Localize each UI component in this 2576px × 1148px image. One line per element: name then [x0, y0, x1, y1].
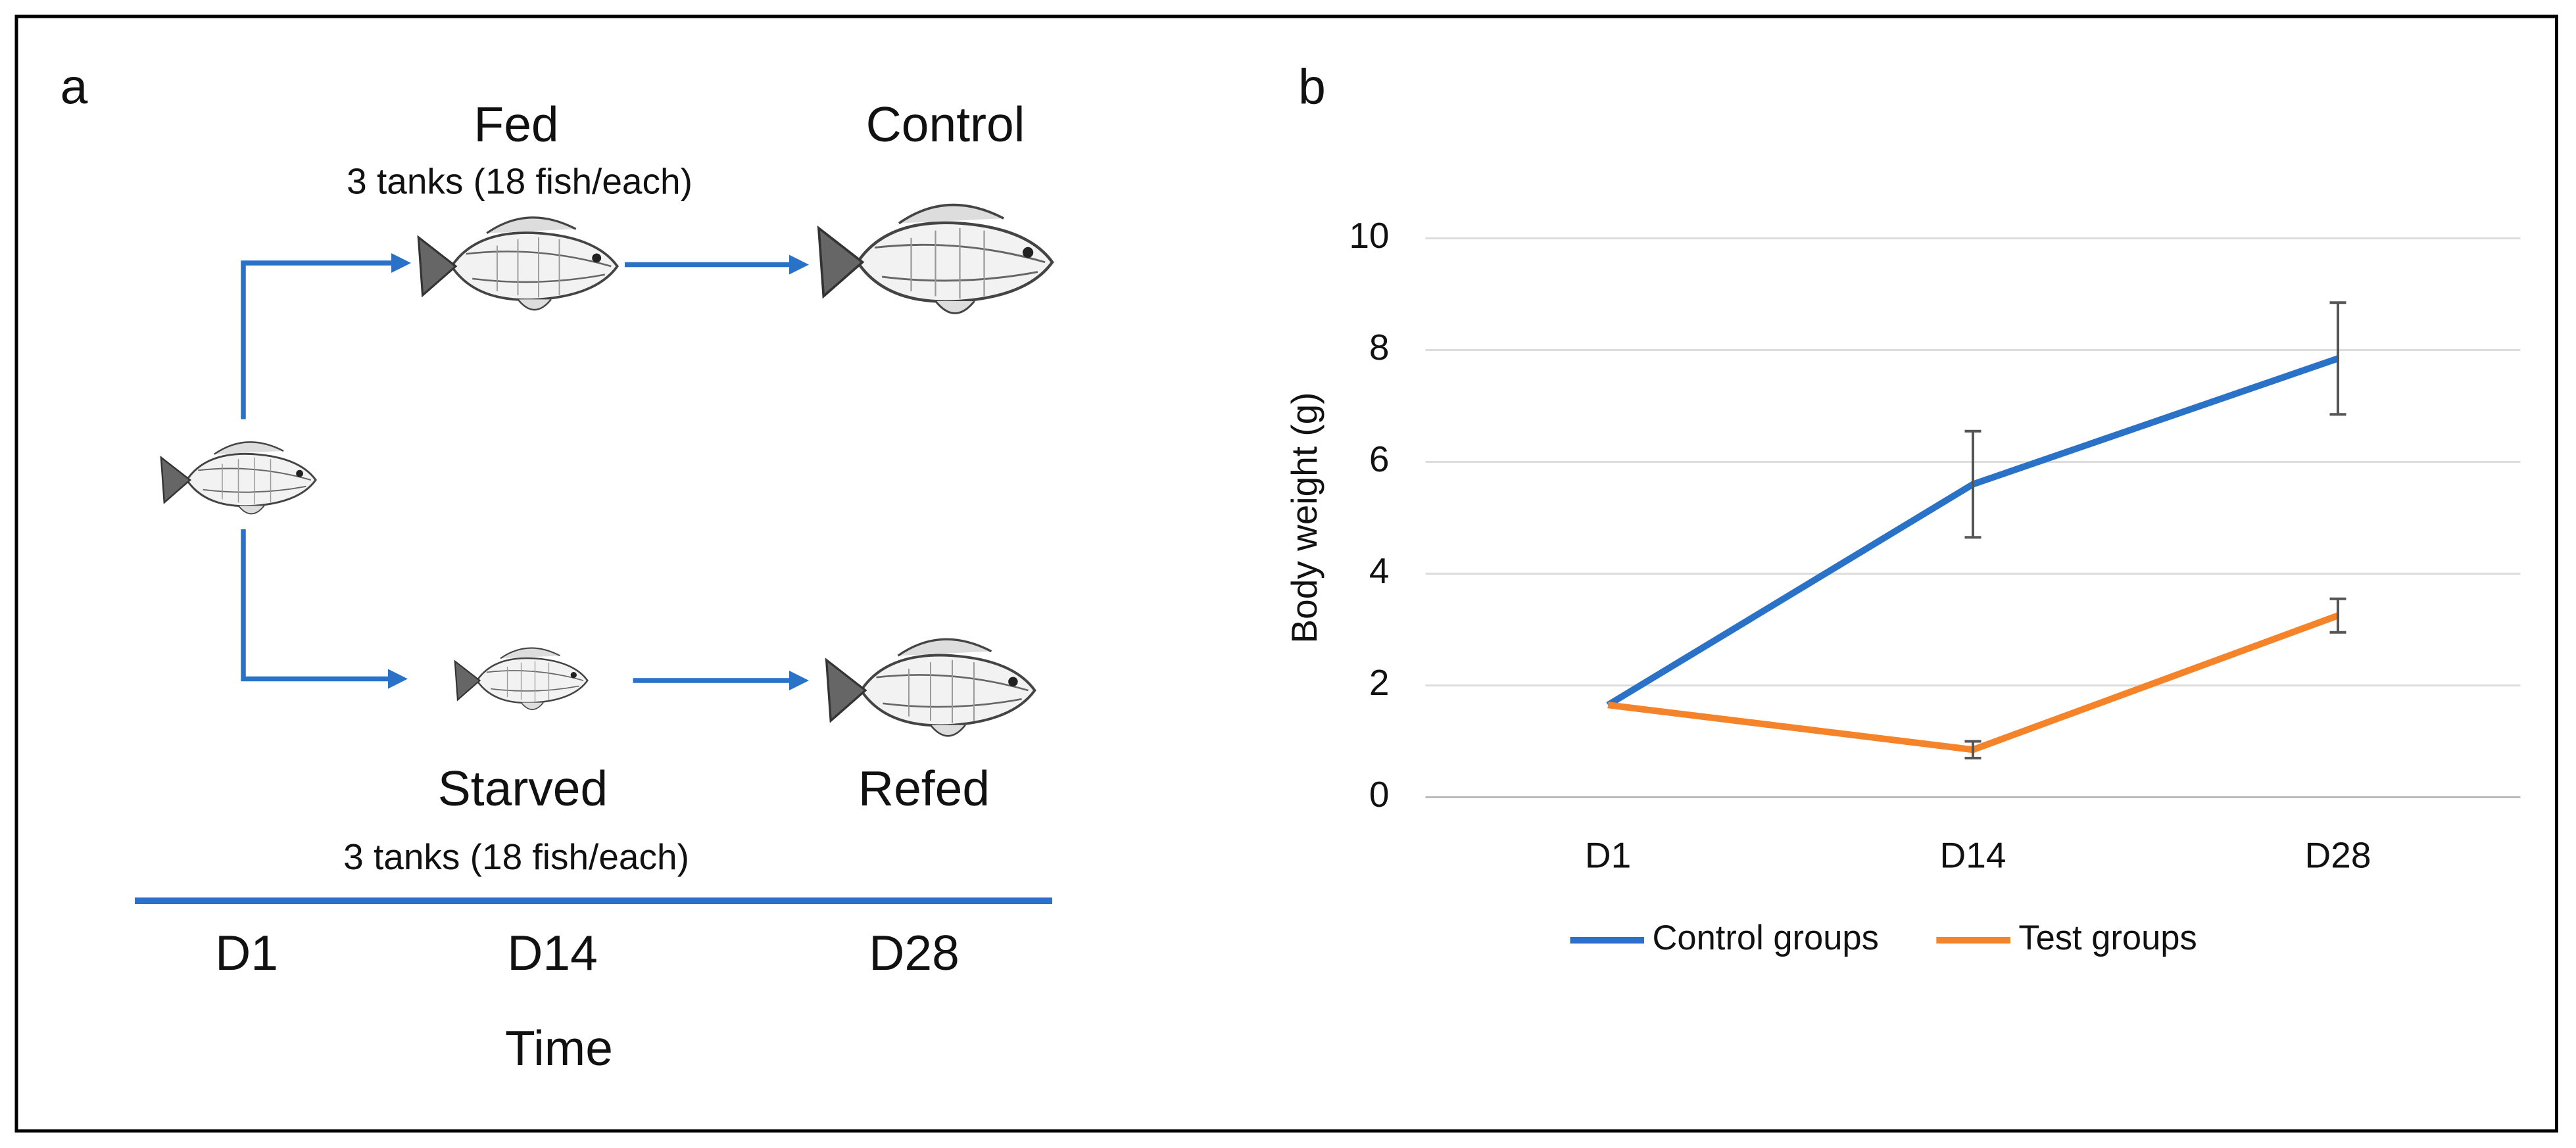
group-label: Refed	[858, 761, 990, 816]
fish-icon	[417, 216, 619, 312]
fish-icon	[825, 638, 1036, 738]
panel-label: b	[1298, 59, 1326, 114]
error-bar	[1964, 429, 1981, 539]
y-tick-label: 0	[1369, 774, 1390, 815]
x-tick-label: D1	[1585, 835, 1631, 876]
frame	[14, 14, 2558, 1133]
group-note: 3 tanks (18 fish/each)	[347, 161, 693, 202]
time-point: D28	[869, 925, 960, 980]
fish-icon	[819, 205, 1052, 314]
x-tick-label: D14	[1940, 835, 2006, 876]
y-tick-label: 8	[1369, 327, 1390, 368]
fish-icon	[160, 441, 317, 515]
group-note: 3 tanks (18 fish/each)	[343, 836, 689, 877]
panel-label: a	[61, 59, 88, 114]
y-axis-label: Body weight (g)	[1284, 392, 1324, 643]
time-point: D14	[507, 925, 598, 980]
group-label: Control	[866, 97, 1025, 152]
error-bar	[2329, 301, 2346, 416]
y-tick-label: 6	[1369, 439, 1390, 479]
error-bar	[1964, 740, 1981, 759]
time-point: D1	[215, 925, 278, 980]
y-tick-label: 10	[1349, 215, 1389, 256]
group-label: Starved	[438, 761, 608, 816]
x-tick-label: D28	[2305, 835, 2371, 876]
group-label: Fed	[474, 97, 558, 152]
time-label: Time	[505, 1020, 613, 1076]
y-tick-label: 4	[1369, 550, 1390, 591]
legend-label: Test groups	[2018, 919, 2197, 957]
y-tick-label: 2	[1369, 662, 1390, 703]
arrows	[241, 260, 792, 683]
fish-icon	[454, 647, 589, 711]
legend-label: Control groups	[1653, 919, 1879, 957]
panel-a: a Fed 3 tanks (18 fish/each) Control Sta…	[61, 59, 1052, 1076]
error-bar	[2329, 597, 2346, 634]
arrowheads	[388, 253, 809, 690]
